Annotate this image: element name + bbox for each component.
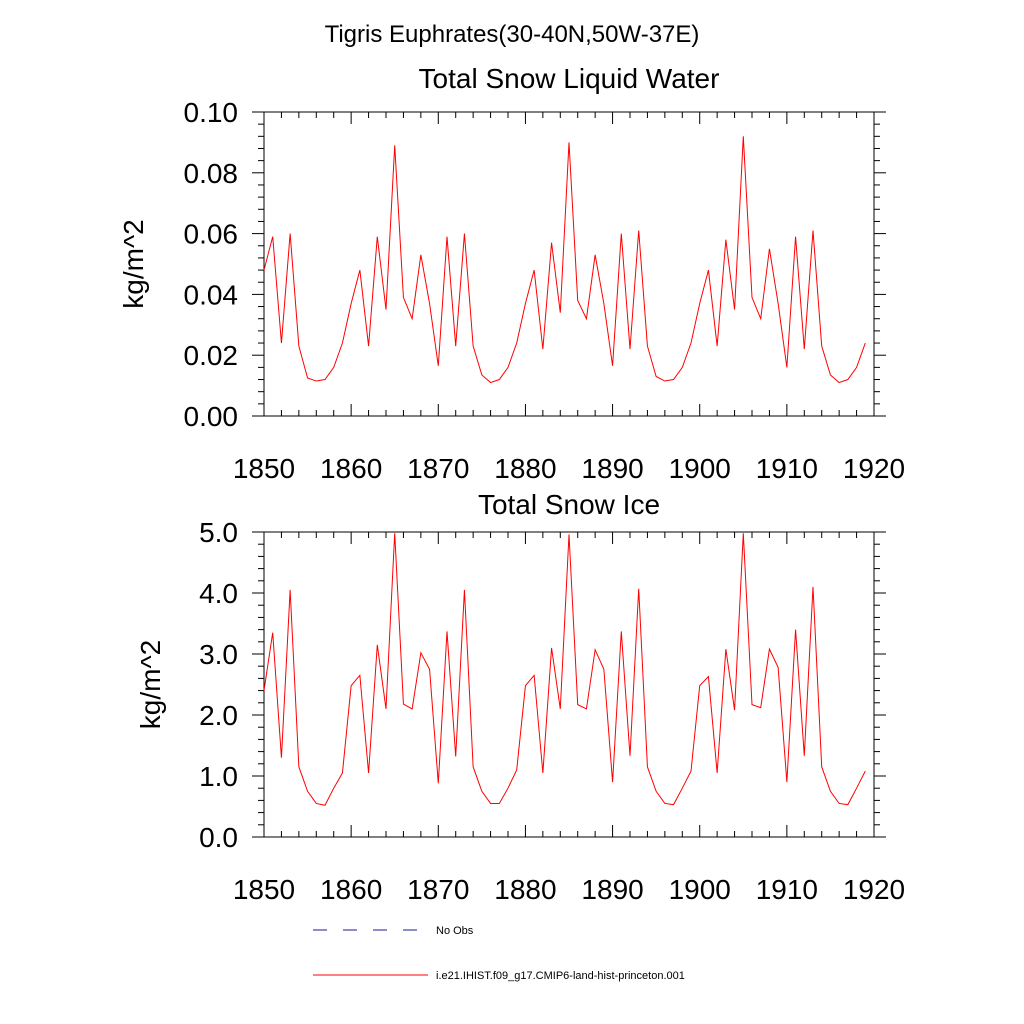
y-tick-label: 0.08	[184, 158, 239, 189]
x-tick-label: 1890	[581, 453, 643, 484]
legend-model-label: i.e21.IHIST.f09_g17.CMIP6-land-hist-prin…	[436, 970, 685, 982]
x-tick-label: 1880	[494, 874, 556, 905]
y-tick-label: 0.04	[184, 279, 239, 310]
series-line	[263, 533, 866, 806]
x-tick-label: 1860	[320, 874, 382, 905]
plot-frame	[263, 531, 875, 838]
y-tick-label: 0.00	[184, 401, 239, 432]
x-tick-label: 1870	[407, 874, 469, 905]
x-tick-label: 1850	[233, 453, 295, 484]
y-axis-label: kg/m^2	[135, 640, 166, 729]
legend-obs-label: No Obs	[436, 925, 474, 937]
y-axis-label: kg/m^2	[118, 219, 149, 308]
y-tick-label: 2.0	[199, 700, 238, 731]
y-tick-label: 0.10	[184, 97, 239, 128]
y-tick-label: 4.0	[199, 578, 238, 609]
y-tick-label: 1.0	[199, 761, 238, 792]
chart-title: Total Snow Ice	[478, 489, 660, 520]
x-tick-label: 1920	[843, 453, 905, 484]
y-tick-label: 0.0	[199, 822, 238, 853]
x-tick-label: 1900	[669, 874, 731, 905]
y-tick-label: 3.0	[199, 639, 238, 670]
x-tick-label: 1860	[320, 453, 382, 484]
figure-suptitle: Tigris Euphrates(30-40N,50W-37E)	[325, 21, 700, 48]
snow-liquid-water-panel: Total Snow Liquid Water kg/m^2 1850 1860 187…	[118, 63, 905, 484]
y-tick-label: 0.02	[184, 340, 239, 371]
plot-frame	[263, 111, 875, 417]
x-tick-label: 1910	[756, 453, 818, 484]
snow-ice-panel: Total Snow Ice kg/m^2 1850 1860 1870 1880 1890…	[135, 489, 905, 905]
chart-title: Total Snow Liquid Water	[419, 63, 720, 94]
x-tick-label: 1920	[843, 874, 905, 905]
x-tick-label: 1890	[581, 874, 643, 905]
x-tick-label: 1900	[669, 453, 731, 484]
y-tick-label: 0.06	[184, 219, 239, 250]
x-tick-label: 1910	[756, 874, 818, 905]
x-tick-label: 1880	[494, 453, 556, 484]
series-line	[263, 136, 866, 384]
legend: No Obs i.e21.IHIST.f09_g17.CMIP6-land-hi…	[313, 925, 685, 982]
x-tick-label: 1870	[407, 453, 469, 484]
x-tick-label: 1850	[233, 874, 295, 905]
y-tick-label: 5.0	[199, 517, 238, 548]
